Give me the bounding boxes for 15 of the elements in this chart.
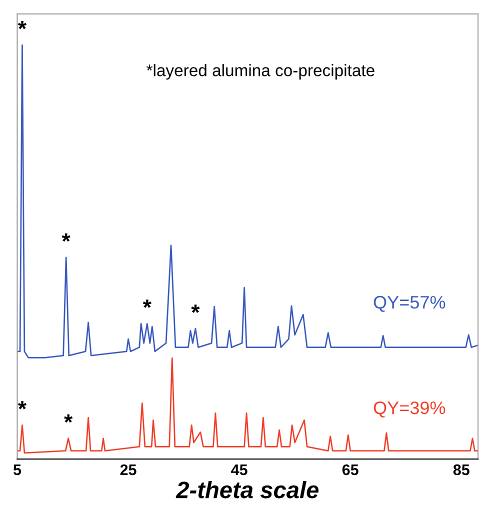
- annotation: *: [64, 414, 73, 423]
- x-axis-title: 2-theta scale: [176, 480, 319, 498]
- annotation: *layered alumina co-precipitate: [146, 64, 374, 80]
- annotation: *: [18, 401, 27, 410]
- annotation: *: [62, 233, 70, 242]
- annotation: *: [191, 304, 200, 313]
- x-tick-label: 25: [120, 464, 136, 476]
- annotation: *: [142, 300, 152, 308]
- x-tick-label: 45: [231, 464, 248, 476]
- x-tick-label: 5: [13, 464, 22, 476]
- x-tick-label: 65: [342, 464, 358, 476]
- series-label: QY=57%: [374, 296, 446, 312]
- x-tick-label: 85: [453, 464, 470, 476]
- series-label: QY=39%: [374, 401, 446, 418]
- annotation: *: [18, 20, 27, 30]
